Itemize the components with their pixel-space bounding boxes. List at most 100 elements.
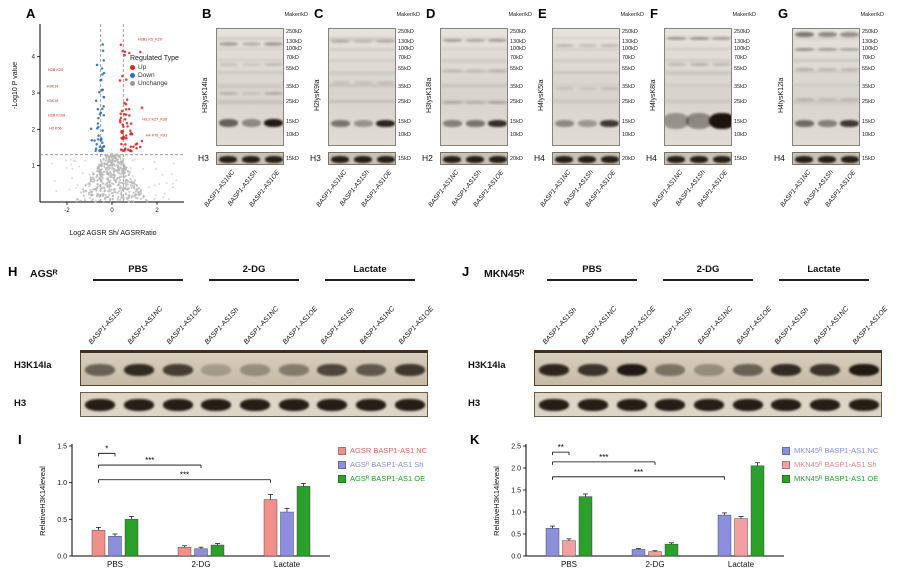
blot-band xyxy=(666,62,686,66)
point-unchange xyxy=(118,154,121,157)
marker-label: 35kD xyxy=(862,84,875,90)
x-category-label: Lactate xyxy=(274,560,301,569)
y-axis-label: RelativeH3K14leveal xyxy=(38,466,47,536)
point-down xyxy=(94,99,98,103)
blot-image xyxy=(328,28,396,146)
point-unchange xyxy=(142,194,145,197)
blot-smear xyxy=(553,48,619,51)
point-unchange xyxy=(107,176,110,179)
blot-band xyxy=(218,42,238,47)
antibody-label: H4lysK8la xyxy=(650,79,657,111)
blot-band xyxy=(712,62,731,66)
point-down xyxy=(101,129,104,132)
point-down xyxy=(89,127,93,131)
point-unchange xyxy=(124,188,127,191)
blot-smear xyxy=(553,59,619,62)
point-unchange xyxy=(110,188,113,191)
panel-F: F Maker/kD H4lysK8la 250kD 130kD 100kD 70kD 55k… xyxy=(644,6,756,256)
point-up xyxy=(124,148,127,151)
point-unchange xyxy=(120,186,123,189)
point-up xyxy=(125,122,129,125)
point-unchange xyxy=(108,185,111,188)
lane-label: BASP1-AS1OE xyxy=(165,305,203,346)
blot-band xyxy=(330,40,350,44)
y-tick-label: 0.0 xyxy=(57,554,67,561)
blot-band xyxy=(442,68,462,72)
treatment-group-line xyxy=(209,279,299,281)
point-unchange xyxy=(60,199,63,202)
point-down xyxy=(97,134,100,138)
bar xyxy=(296,486,311,557)
point-up xyxy=(123,54,126,57)
legend-item: AGSᴿ BASP1-AS1 Sh xyxy=(338,460,427,469)
point-down xyxy=(97,125,100,129)
panel-B: B Maker/kD H3lysK14la 250kD 130kD 100kD 70kD 55… xyxy=(196,6,308,256)
point-up xyxy=(138,145,142,149)
blot-band xyxy=(600,44,619,48)
point-label: H3.2 K27_K36 xyxy=(142,117,167,121)
blot-band xyxy=(817,67,837,71)
point-unchange xyxy=(167,197,170,200)
lane-label: BASP1-AS1NC xyxy=(580,305,619,346)
point-unchange xyxy=(92,180,95,183)
lane-label: BASP1-AS1OE xyxy=(619,305,657,346)
point-up xyxy=(123,136,126,140)
point-unchange xyxy=(120,162,123,166)
point-down xyxy=(98,145,102,148)
blot-band xyxy=(264,92,283,96)
point-unchange xyxy=(128,181,131,184)
bar xyxy=(734,518,748,557)
blot-image xyxy=(552,28,620,146)
point-unchange xyxy=(113,175,116,178)
blot-band xyxy=(600,119,619,127)
bar xyxy=(108,535,122,557)
point-up xyxy=(132,145,135,149)
point-unchange xyxy=(122,187,126,190)
point-unchange xyxy=(124,168,127,172)
blot-band xyxy=(330,119,350,127)
point-unchange xyxy=(111,173,114,177)
marker-label: 10kD xyxy=(510,132,523,139)
marker-label: 15kD xyxy=(510,118,523,125)
point-unchange xyxy=(81,172,84,175)
panel-J: J MKN45ᴿ PBS 2-DG Lactate BASP1-AS1Sh BASP1-AS… xyxy=(462,262,902,432)
point-unchange xyxy=(77,184,80,187)
point-unchange xyxy=(100,181,103,184)
point-unchange xyxy=(88,181,91,184)
sig-label: * xyxy=(105,444,108,453)
point-unchange xyxy=(119,198,122,201)
point-unchange xyxy=(130,199,133,202)
blot-band xyxy=(840,119,859,127)
sig-label: *** xyxy=(634,468,643,477)
blot-smear xyxy=(329,37,395,41)
x-tick-label: 2 xyxy=(155,208,159,214)
loading-band xyxy=(840,156,859,163)
lane-label: BASP1-AS1Sh xyxy=(204,306,241,346)
sig-label: ** xyxy=(558,443,564,452)
point-down xyxy=(102,71,106,75)
blot-band xyxy=(577,119,597,127)
x-category-label: PBS xyxy=(107,560,123,569)
point-unchange xyxy=(101,194,104,197)
blot-row-label: H3 xyxy=(468,398,481,409)
loading-marker-label: 15kD xyxy=(398,156,411,162)
point-unchange xyxy=(139,189,142,193)
point-unchange xyxy=(111,158,114,161)
blot-band xyxy=(794,47,814,51)
cell-line-label: MKN45ᴿ xyxy=(484,268,525,280)
point-unchange xyxy=(111,167,114,170)
loading-band xyxy=(694,399,724,411)
point-unchange xyxy=(55,190,58,193)
point-unchange xyxy=(108,193,111,196)
loading-control-blot xyxy=(552,152,620,165)
blot-band xyxy=(264,42,283,47)
point-unchange xyxy=(84,184,87,187)
marker-label: 250kD xyxy=(286,28,302,35)
lane-label: BASP1-AS1Sh xyxy=(774,306,811,346)
marker-label: 250kD xyxy=(862,28,878,35)
bar xyxy=(545,528,560,557)
treatment-group-label: PBS xyxy=(128,264,148,275)
point-down xyxy=(90,139,94,142)
point-up xyxy=(124,108,128,111)
lane-label: BASP1-AS1NC xyxy=(242,305,281,346)
